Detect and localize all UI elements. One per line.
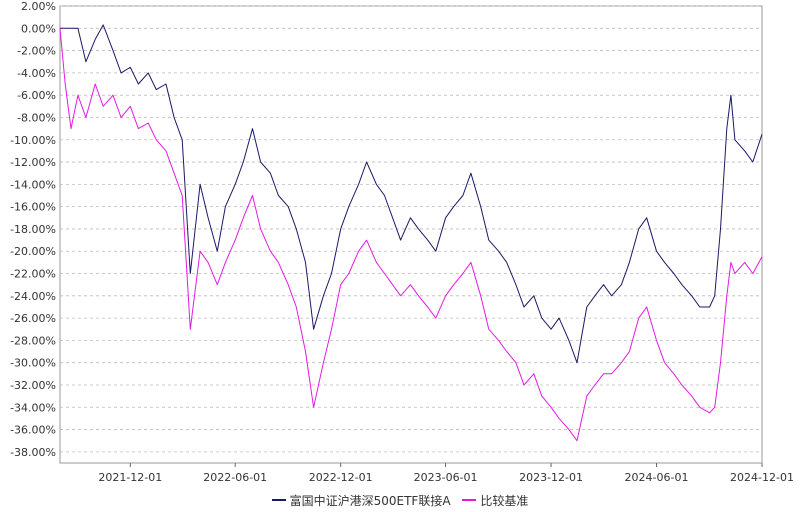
y-tick-label: -24.00% bbox=[10, 290, 56, 303]
y-tick-label: -32.00% bbox=[10, 379, 56, 392]
y-tick-label: -10.00% bbox=[10, 134, 56, 147]
x-tick-label: 2022-06-01 bbox=[203, 471, 267, 484]
plot-area bbox=[59, 5, 763, 464]
legend-swatch-fund bbox=[271, 499, 286, 501]
y-tick-label: -30.00% bbox=[10, 357, 56, 370]
y-tick-label: -16.00% bbox=[10, 201, 56, 214]
y-tick-label: -2.00% bbox=[17, 45, 56, 58]
x-tick-label: 2021-12-01 bbox=[98, 471, 162, 484]
y-tick-label: -14.00% bbox=[10, 178, 56, 191]
x-axis-ticks: 2021-12-01 2022-06-01 2022-12-01 2023-06-01… bbox=[98, 463, 794, 484]
legend-swatch-benchmark bbox=[462, 499, 477, 501]
y-tick-label: -26.00% bbox=[10, 312, 56, 325]
y-tick-label: -12.00% bbox=[10, 156, 56, 169]
series-line-benchmark bbox=[59, 28, 763, 442]
y-tick-label: 2.00% bbox=[21, 0, 56, 13]
y-tick-label: -18.00% bbox=[10, 223, 56, 236]
series-lines bbox=[59, 24, 763, 442]
y-tick-label: -22.00% bbox=[10, 268, 56, 281]
series-line-fund bbox=[60, 24, 763, 364]
x-tick-label: 2023-06-01 bbox=[414, 471, 478, 484]
y-tick-label: 0.00% bbox=[21, 22, 56, 35]
y-tick-label: -34.00% bbox=[10, 401, 56, 414]
legend-item-fund: 富国中证沪港深500ETF联接A bbox=[271, 492, 451, 509]
legend-label-fund: 富国中证沪港深500ETF联接A bbox=[289, 493, 451, 508]
x-tick-label: 2022-12-01 bbox=[309, 471, 373, 484]
y-tick-label: -20.00% bbox=[10, 245, 56, 258]
line-chart: 2.00% 0.00% -2.00% -4.00% -6.00% -8.00% -10.00… bbox=[10, 0, 794, 484]
y-axis-ticks: 2.00% 0.00% -2.00% -4.00% -6.00% -8.00% -10.00… bbox=[10, 0, 56, 459]
y-tick-label: -38.00% bbox=[10, 446, 56, 459]
x-tick-label: 2023-12-01 bbox=[519, 471, 583, 484]
y-tick-label: -28.00% bbox=[10, 334, 56, 347]
x-tick-label: 2024-12-01 bbox=[730, 471, 794, 484]
legend-item-benchmark: 比较基准 bbox=[462, 492, 528, 509]
y-tick-label: -6.00% bbox=[17, 89, 56, 102]
y-tick-label: -4.00% bbox=[17, 67, 56, 80]
y-tick-label: -36.00% bbox=[10, 424, 56, 437]
grid-lines bbox=[60, 5, 762, 453]
legend-label-benchmark: 比较基准 bbox=[480, 493, 529, 508]
x-tick-label: 2024-06-01 bbox=[625, 471, 689, 484]
y-tick-label: -8.00% bbox=[17, 111, 56, 124]
legend: 富国中证沪港深500ETF联接A 比较基准 bbox=[0, 490, 800, 509]
